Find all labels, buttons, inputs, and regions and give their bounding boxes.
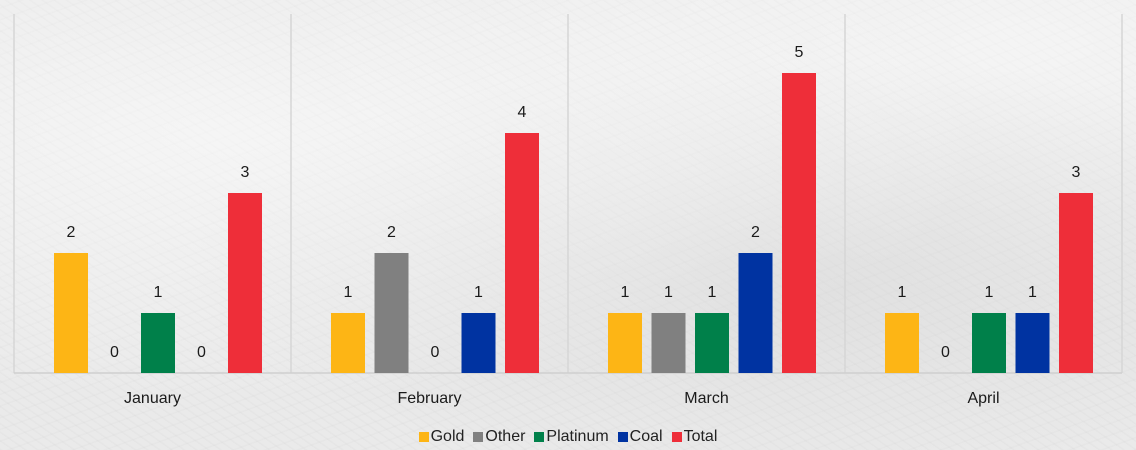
data-label-total-february: 4 [518, 104, 527, 121]
bar-total-february [505, 133, 539, 373]
bar-gold-march [608, 313, 642, 373]
bar-platinum-january [141, 313, 175, 373]
bar-other-february [374, 253, 409, 373]
data-label-gold-april: 1 [898, 284, 907, 301]
data-label-other-january: 0 [110, 344, 119, 361]
bar-other-march [651, 313, 686, 373]
chart-legend: Gold Other Platinum Coal Total [0, 428, 1136, 446]
bar-platinum-march [695, 313, 729, 373]
legend-swatch-other [473, 432, 484, 442]
legend-label-coal: Coal [629, 428, 663, 445]
data-label-coal-january: 0 [197, 344, 206, 361]
legend-swatch-coal [617, 432, 628, 442]
category-label-january: January [124, 390, 181, 407]
category-label-february: February [397, 390, 461, 407]
data-label-coal-february: 1 [474, 284, 483, 301]
data-label-coal-march: 2 [751, 224, 760, 241]
legend-swatch-platinum [534, 432, 545, 442]
legend-swatch-gold [418, 432, 429, 442]
bar-total-april [1059, 193, 1093, 373]
data-label-platinum-march: 1 [708, 284, 717, 301]
bar-platinum-april [972, 313, 1006, 373]
data-label-platinum-february: 0 [431, 344, 440, 361]
bar-coal-february [461, 313, 496, 373]
legend-item-gold: Gold [418, 428, 465, 446]
legend-item-platinum: Platinum [534, 428, 609, 446]
data-label-platinum-january: 1 [154, 284, 163, 301]
data-label-total-january: 3 [241, 164, 250, 181]
bar-gold-february [331, 313, 365, 373]
legend-item-total: Total [671, 428, 718, 446]
legend-swatch-total [671, 432, 682, 442]
category-label-march: March [684, 390, 728, 407]
legend-label-total: Total [683, 428, 718, 445]
bar-total-march [782, 73, 816, 373]
data-label-gold-february: 1 [344, 284, 353, 301]
bar-coal-march [738, 253, 773, 373]
data-label-total-march: 5 [795, 44, 804, 61]
bar-total-january [228, 193, 262, 373]
legend-item-other: Other [473, 428, 525, 446]
data-label-coal-april: 1 [1028, 284, 1037, 301]
legend-item-coal: Coal [617, 428, 663, 446]
legend-label-platinum: Platinum [546, 428, 609, 445]
bar-gold-january [54, 253, 88, 373]
data-label-other-february: 2 [387, 224, 396, 241]
data-label-gold-march: 1 [621, 284, 630, 301]
data-label-total-april: 3 [1072, 164, 1081, 181]
data-label-platinum-april: 1 [985, 284, 994, 301]
bar-coal-april [1015, 313, 1050, 373]
legend-label-gold: Gold [430, 428, 465, 445]
bar-gold-april [885, 313, 919, 373]
data-label-gold-january: 2 [67, 224, 76, 241]
data-label-other-march: 1 [664, 284, 673, 301]
legend-label-other: Other [485, 428, 526, 445]
data-label-other-april: 0 [941, 344, 950, 361]
category-label-april: April [967, 390, 999, 407]
